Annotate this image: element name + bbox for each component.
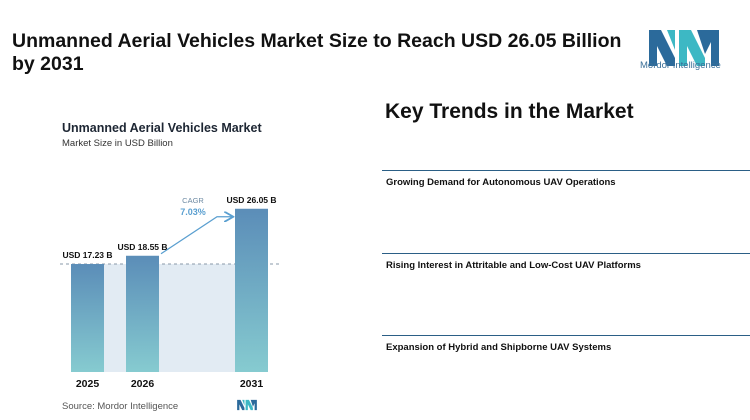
cagr-arrow bbox=[160, 217, 232, 255]
key-trends-heading: Key Trends in the Market bbox=[385, 100, 634, 123]
data-label-2025: USD 17.23 B bbox=[62, 250, 112, 260]
category-label-2025: 2025 bbox=[76, 378, 100, 390]
category-label-2026: 2026 bbox=[131, 378, 155, 390]
cagr-value: 7.03% bbox=[180, 207, 206, 217]
category-label-2031: 2031 bbox=[240, 378, 264, 390]
data-label-2026: USD 18.55 B bbox=[117, 242, 167, 252]
chart-subtitle: Market Size in USD Billion bbox=[62, 138, 173, 149]
trend-label: Rising Interest in Attritable and Low-Co… bbox=[386, 260, 641, 271]
trend-label: Expansion of Hybrid and Shipborne UAV Sy… bbox=[386, 342, 612, 353]
mordor-intelligence-small-logo-icon bbox=[237, 399, 257, 411]
logo-wordmark: Mordor Intelligence bbox=[640, 60, 721, 71]
bar-chart: USD 17.23 B 2025 USD 18.55 B 2026 USD 26.05 … bbox=[60, 195, 282, 390]
bar-2031 bbox=[235, 208, 268, 372]
trend-label: Growing Demand for Autonomous UAV Operat… bbox=[386, 177, 616, 188]
cagr-label: CAGR bbox=[182, 196, 204, 205]
bar-2025 bbox=[71, 264, 104, 372]
trend-item-3: Expansion of Hybrid and Shipborne UAV Sy… bbox=[382, 335, 750, 353]
bar-2026 bbox=[126, 255, 159, 372]
data-label-2031: USD 26.05 B bbox=[226, 195, 276, 205]
chart-title: Unmanned Aerial Vehicles Market bbox=[62, 121, 262, 135]
trend-item-1: Growing Demand for Autonomous UAV Operat… bbox=[382, 170, 750, 188]
source-note: Source: Mordor Intelligence bbox=[62, 401, 179, 412]
trend-item-2: Rising Interest in Attritable and Low-Co… bbox=[382, 253, 750, 271]
mordor-intelligence-logo-icon bbox=[649, 30, 719, 66]
page-headline: Unmanned Aerial Vehicles Market Size to … bbox=[12, 30, 622, 75]
